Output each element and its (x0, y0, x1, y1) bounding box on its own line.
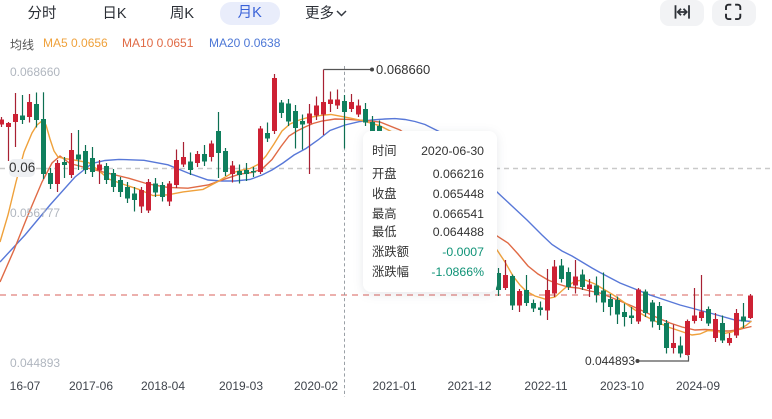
svg-text:0.068660: 0.068660 (376, 62, 430, 77)
svg-text:0.044893: 0.044893 (585, 354, 635, 368)
